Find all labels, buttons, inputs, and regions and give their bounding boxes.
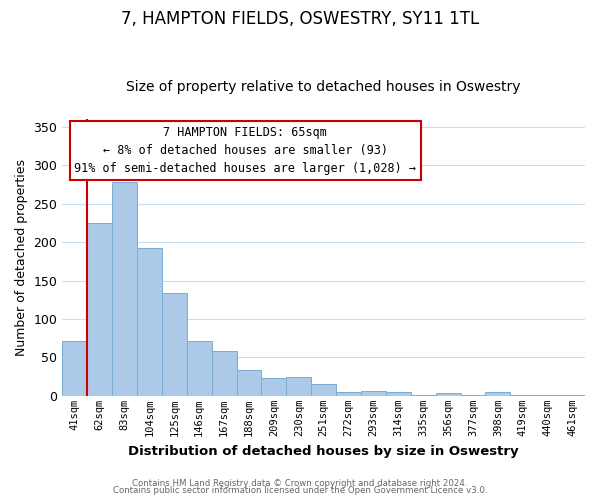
Text: 7, HAMPTON FIELDS, OSWESTRY, SY11 1TL: 7, HAMPTON FIELDS, OSWESTRY, SY11 1TL [121,10,479,28]
Bar [212,352,236,396]
Bar [361,390,386,396]
Bar [236,370,262,396]
Bar [511,395,535,396]
Bar [311,384,336,396]
Title: Size of property relative to detached houses in Oswestry: Size of property relative to detached ho… [127,80,521,94]
Bar [286,376,311,396]
Bar [137,248,162,396]
Bar [386,392,411,396]
Text: 7 HAMPTON FIELDS: 65sqm
← 8% of detached houses are smaller (93)
91% of semi-det: 7 HAMPTON FIELDS: 65sqm ← 8% of detached… [74,126,416,175]
Bar [336,392,361,396]
Text: Contains public sector information licensed under the Open Government Licence v3: Contains public sector information licen… [113,486,487,495]
Bar [436,393,461,396]
Bar [535,395,560,396]
Bar [187,340,212,396]
X-axis label: Distribution of detached houses by size in Oswestry: Distribution of detached houses by size … [128,444,519,458]
Bar [87,223,112,396]
Bar [560,395,585,396]
Bar [62,342,87,396]
Text: Contains HM Land Registry data © Crown copyright and database right 2024.: Contains HM Land Registry data © Crown c… [132,478,468,488]
Bar [162,293,187,396]
Bar [112,182,137,396]
Bar [262,378,286,396]
Y-axis label: Number of detached properties: Number of detached properties [15,159,28,356]
Bar [461,395,485,396]
Bar [411,395,436,396]
Bar [485,392,511,396]
